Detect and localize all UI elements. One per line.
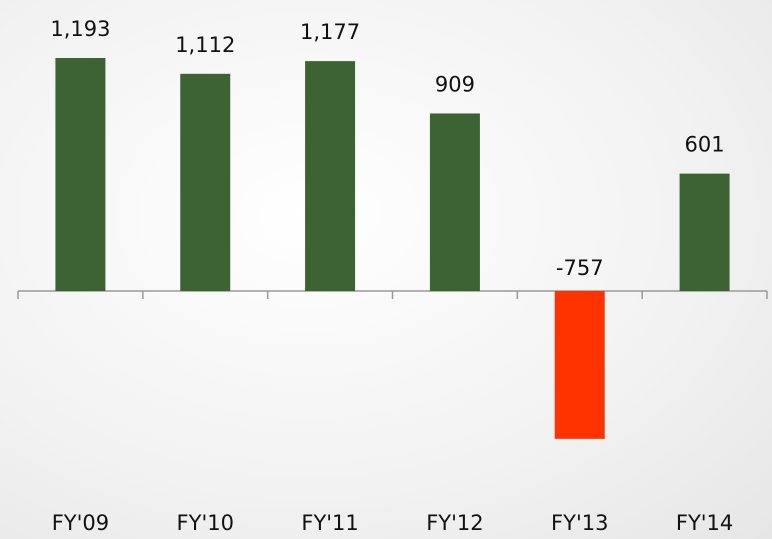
bar (679, 173, 730, 291)
bar (305, 61, 356, 292)
data-label: 1,112 (175, 33, 235, 57)
bar (55, 58, 106, 291)
bar (429, 113, 480, 291)
data-label: 601 (685, 133, 725, 157)
bar (554, 291, 605, 439)
x-tick-label: FY'11 (301, 511, 358, 535)
x-tick-label: FY'12 (426, 511, 483, 535)
x-tick-label: FY'14 (676, 511, 733, 535)
data-label: -757 (556, 256, 604, 280)
x-tick-label: FY'13 (551, 511, 608, 535)
x-tick-label: FY'10 (177, 511, 234, 535)
data-label: 1,193 (50, 17, 110, 41)
x-tick-label: FY'09 (52, 511, 109, 535)
data-label: 909 (435, 72, 475, 96)
data-label: 1,177 (300, 20, 360, 44)
bar (180, 73, 231, 291)
